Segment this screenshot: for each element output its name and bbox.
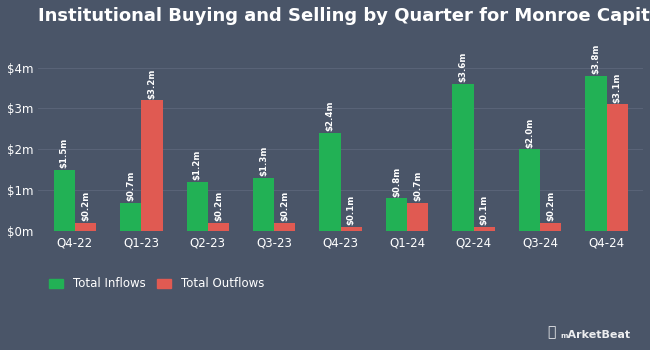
Bar [187,182,208,231]
Text: ⭡: ⭡ [547,326,556,340]
Text: $2.4m: $2.4m [326,101,335,131]
Text: $0.1m: $0.1m [480,195,489,225]
Bar [141,100,162,231]
Text: $0.2m: $0.2m [546,191,555,222]
Bar [75,223,96,231]
Text: $3.2m: $3.2m [148,68,157,99]
Text: ₘArketBeat: ₘArketBeat [560,329,630,340]
Bar [386,198,407,231]
Bar [585,76,606,231]
Bar [53,170,75,231]
Text: $0.7m: $0.7m [126,170,135,201]
Text: $2.0m: $2.0m [525,118,534,148]
Text: $3.8m: $3.8m [592,44,601,74]
Text: $1.3m: $1.3m [259,146,268,176]
Bar [253,178,274,231]
Text: $3.6m: $3.6m [458,52,467,82]
Bar [341,227,362,231]
Text: $0.7m: $0.7m [413,170,423,201]
Legend: Total Inflows, Total Outflows: Total Inflows, Total Outflows [44,272,269,295]
Text: $0.2m: $0.2m [280,191,289,222]
Text: $0.1m: $0.1m [347,195,356,225]
Text: $1.2m: $1.2m [192,150,202,181]
Bar [452,84,474,231]
Bar [474,227,495,231]
Text: $3.1m: $3.1m [613,72,621,103]
Bar [319,133,341,231]
Bar [606,104,628,231]
Bar [208,223,229,231]
Text: $0.2m: $0.2m [214,191,223,222]
Text: $0.8m: $0.8m [392,167,401,197]
Bar [407,203,428,231]
Text: Institutional Buying and Selling by Quarter for Monroe Capital: Institutional Buying and Selling by Quar… [38,7,650,25]
Text: $1.5m: $1.5m [60,138,69,168]
Text: $0.2m: $0.2m [81,191,90,222]
Bar [120,203,141,231]
Bar [274,223,296,231]
Bar [540,223,562,231]
Bar [519,149,540,231]
